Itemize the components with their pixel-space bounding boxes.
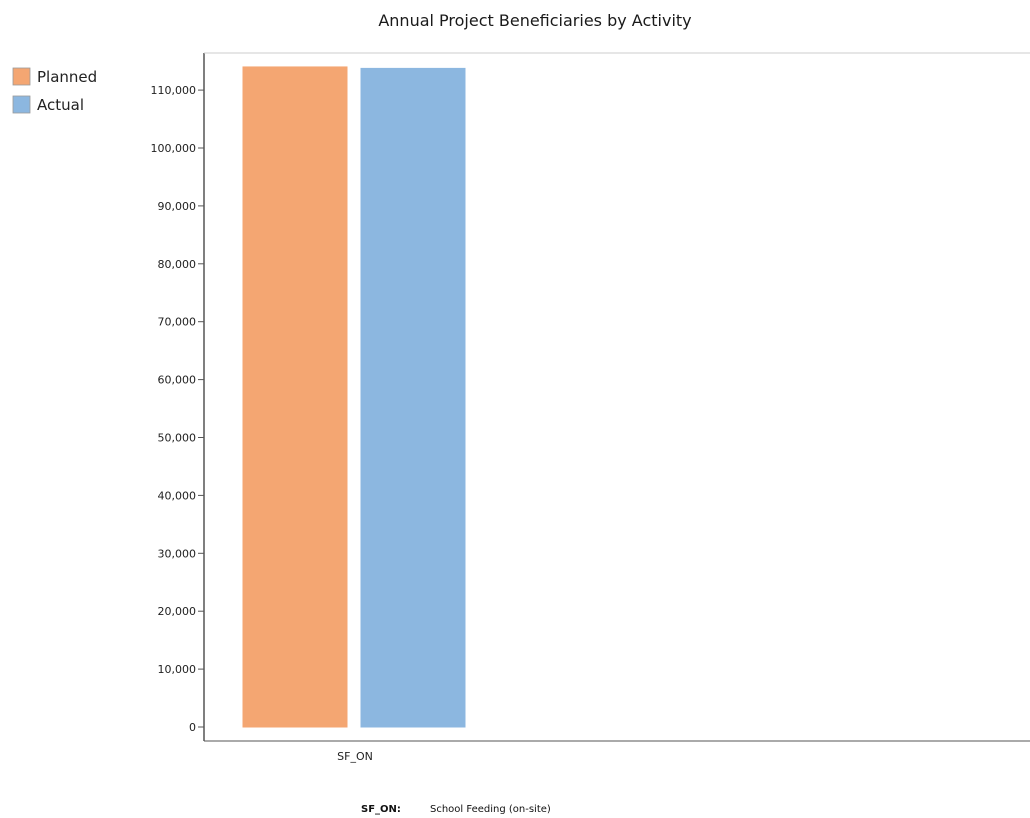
y-tick-label: 110,000 xyxy=(151,84,197,97)
legend-swatch-planned xyxy=(12,67,31,86)
y-tick-label: 60,000 xyxy=(158,374,197,387)
y-axis-ticks: 0 10,000 20,000 30,000 40,000 50,000 60,000 70,… xyxy=(151,84,204,734)
y-tick-label: 30,000 xyxy=(158,547,197,560)
activity-footnote: SF_ON: School Feeding (on-site) xyxy=(361,804,551,815)
y-tick-label: 40,000 xyxy=(158,489,197,502)
footnote-code: SF_ON: xyxy=(361,804,401,815)
y-tick-label: 90,000 xyxy=(158,200,197,213)
y-tick-label: 80,000 xyxy=(158,258,197,271)
chart-legend: Planned Actual xyxy=(12,67,97,114)
bar-series xyxy=(242,66,466,728)
y-tick-label: 0 xyxy=(189,721,196,734)
y-tick-label: 70,000 xyxy=(158,316,197,329)
legend-swatch-actual xyxy=(12,95,31,114)
chart-title: Annual Project Beneficiaries by Activity xyxy=(378,11,691,30)
y-tick-label: 10,000 xyxy=(158,663,197,676)
legend-label-actual: Actual xyxy=(37,96,84,114)
footnote-description: School Feeding (on-site) xyxy=(430,804,551,815)
bar-planned-sf-on xyxy=(242,66,348,728)
y-tick-label: 100,000 xyxy=(151,142,197,155)
y-tick-label: 50,000 xyxy=(158,432,197,445)
y-tick-label: 20,000 xyxy=(158,605,197,618)
x-axis-ticks: SF_ON xyxy=(337,750,373,763)
x-tick-label: SF_ON xyxy=(337,750,373,763)
bar-actual-sf-on xyxy=(360,67,466,728)
legend-label-planned: Planned xyxy=(37,68,97,86)
